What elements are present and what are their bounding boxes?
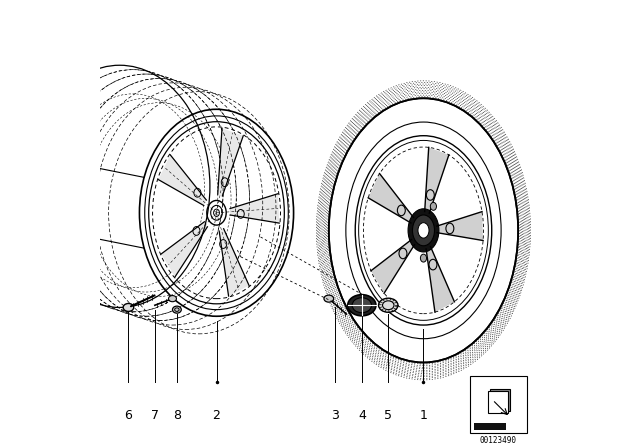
Ellipse shape <box>408 209 439 252</box>
Ellipse shape <box>430 202 436 210</box>
Ellipse shape <box>379 298 398 312</box>
Ellipse shape <box>420 254 427 262</box>
FancyBboxPatch shape <box>488 391 508 413</box>
Polygon shape <box>218 128 243 196</box>
Text: 5: 5 <box>384 409 392 422</box>
Text: 7: 7 <box>151 409 159 422</box>
Polygon shape <box>436 211 483 241</box>
Polygon shape <box>161 222 207 277</box>
Polygon shape <box>425 147 449 213</box>
Bar <box>474 422 506 430</box>
Text: 3: 3 <box>332 409 339 422</box>
Text: 8: 8 <box>173 409 181 422</box>
Polygon shape <box>230 194 279 223</box>
Polygon shape <box>371 240 415 293</box>
Ellipse shape <box>412 215 435 246</box>
Ellipse shape <box>348 295 376 316</box>
Text: 4: 4 <box>358 409 366 422</box>
Ellipse shape <box>172 306 181 313</box>
Text: 1: 1 <box>420 409 428 422</box>
Text: 2: 2 <box>212 409 220 422</box>
Text: 00123490: 00123490 <box>480 436 517 445</box>
Ellipse shape <box>418 223 429 238</box>
Ellipse shape <box>324 295 333 302</box>
Polygon shape <box>368 173 413 223</box>
Ellipse shape <box>123 303 134 311</box>
FancyBboxPatch shape <box>490 389 510 411</box>
Polygon shape <box>158 155 206 206</box>
Ellipse shape <box>168 296 177 302</box>
Polygon shape <box>219 229 249 296</box>
Ellipse shape <box>352 298 372 313</box>
Bar <box>470 376 527 433</box>
Text: 6: 6 <box>125 409 132 422</box>
Polygon shape <box>426 246 454 312</box>
